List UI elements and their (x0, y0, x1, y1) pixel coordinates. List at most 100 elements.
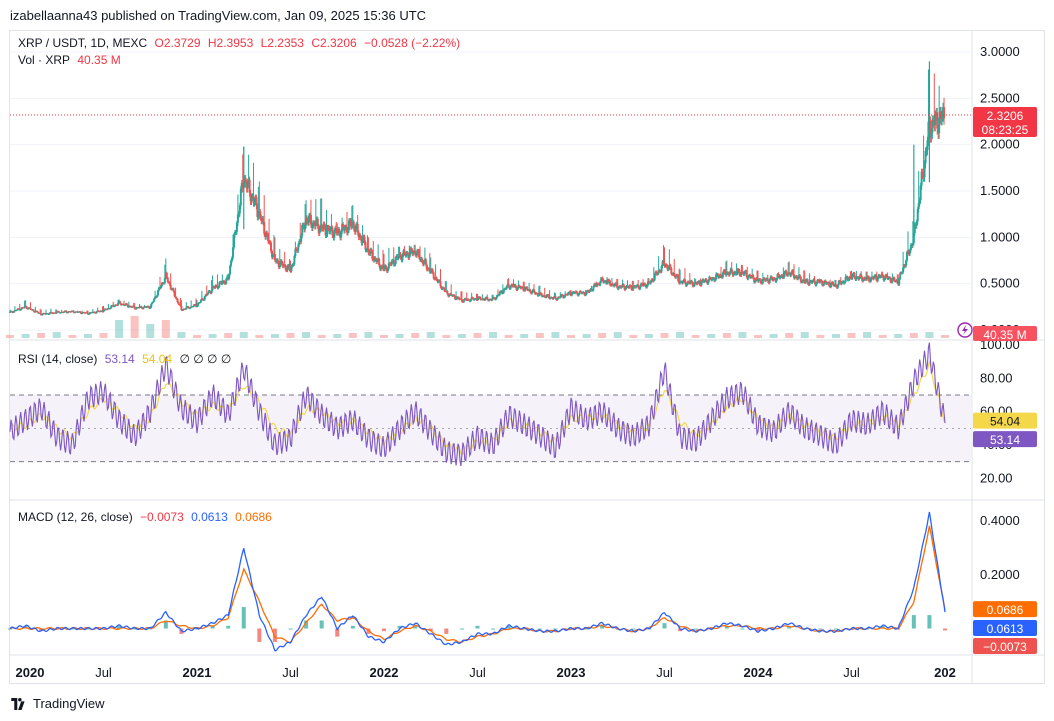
candle-body (575, 291, 578, 294)
candle-body (442, 287, 445, 289)
candle-body (150, 303, 153, 308)
candle-body (815, 282, 818, 286)
macd-histogram-bar (117, 625, 122, 629)
x-axis-tick-label: 2020 (16, 665, 45, 680)
candle-body (806, 279, 809, 284)
candle-body (454, 296, 457, 300)
volume-bar (894, 334, 903, 338)
macd-histogram-bar (397, 625, 402, 629)
macd-histogram-bar (335, 628, 340, 637)
candle-body (554, 296, 557, 299)
candle-body (138, 306, 141, 308)
candle-body (715, 274, 718, 280)
candle-body (705, 279, 708, 282)
candle-body (387, 263, 390, 269)
candle-body (847, 279, 850, 281)
volume-label[interactable]: Vol · XRP (18, 53, 71, 67)
candle-body (592, 286, 595, 291)
candle-body (270, 250, 273, 258)
candle-body (291, 264, 294, 266)
candle-body (735, 273, 738, 275)
candle-body (718, 276, 721, 278)
candle-body (813, 279, 816, 283)
rsi-label[interactable]: RSI (14, close) (18, 352, 98, 366)
macd-histogram-bar (693, 628, 698, 630)
candle-body (410, 248, 413, 250)
candle-body (908, 249, 911, 254)
volume-bar (83, 334, 92, 338)
candle-body (936, 112, 939, 129)
macd-histogram-bar (226, 625, 231, 629)
candle-body (493, 297, 496, 299)
volume-bar (691, 335, 700, 338)
candle-body (233, 234, 236, 248)
volume-bar (333, 334, 342, 338)
candle-body (655, 271, 658, 275)
candle-body (306, 217, 309, 222)
candle-body (187, 306, 190, 308)
candle-body (361, 240, 364, 243)
candle-body (913, 224, 916, 234)
chart-frame[interactable] (9, 30, 1045, 684)
candle-body (540, 293, 543, 297)
candle-body (874, 275, 877, 279)
candle-body (511, 284, 514, 287)
candle-body (364, 242, 367, 250)
candle-body (798, 275, 801, 278)
candle-body (917, 202, 920, 209)
candle-body (127, 306, 130, 308)
macd-label[interactable]: MACD (12, 26, close) (18, 510, 133, 524)
macd-histogram-bar (833, 628, 838, 630)
candle-body (532, 289, 535, 292)
candle-body (491, 299, 494, 301)
candle-body (218, 282, 221, 287)
candle-body (17, 308, 20, 310)
macd-histogram-bar (678, 628, 683, 632)
candle-body (221, 282, 224, 284)
candle-body (601, 277, 604, 279)
macd-histogram-bar (662, 623, 667, 629)
candle-body (110, 305, 113, 308)
candle-body (383, 269, 385, 271)
candle-body (168, 282, 171, 285)
candle-body (199, 299, 202, 303)
footer-brand[interactable]: TradingView (10, 696, 105, 711)
candle-body (155, 296, 158, 298)
candle-body (637, 284, 640, 288)
candle-body (541, 296, 544, 298)
candle-body (134, 308, 137, 310)
candle-body (639, 285, 642, 289)
x-axis-tick-label: Jul (656, 665, 673, 680)
candle-body (645, 285, 648, 288)
candle-body (591, 290, 594, 292)
macd-histogram-bar (413, 625, 418, 629)
candle-body (363, 236, 366, 243)
candle-body (169, 284, 172, 289)
tradingview-logo-icon (11, 697, 25, 710)
candle-body (930, 133, 933, 137)
candle-body (180, 306, 183, 311)
candle-body (79, 311, 82, 313)
candle-body (416, 250, 419, 256)
candle-body (517, 285, 520, 289)
candle-body (582, 291, 585, 293)
candle-body (297, 244, 300, 251)
candle-body (828, 282, 831, 286)
candle-body (455, 298, 458, 300)
candle-body (181, 310, 184, 312)
volume-bar (489, 332, 498, 338)
symbol-label[interactable]: XRP / USDT, 1D, MEXC (18, 36, 148, 50)
candle-body (822, 284, 825, 286)
candle-body (539, 292, 542, 294)
volume-bar (847, 333, 856, 338)
candle-body (467, 299, 470, 301)
candle-body (696, 281, 699, 284)
candle-body (149, 307, 152, 309)
candle-body (431, 269, 434, 273)
candle-body (365, 249, 368, 251)
candle-body (567, 292, 570, 295)
candle-body (556, 298, 559, 300)
candle-body (795, 276, 798, 279)
candle-body (173, 291, 176, 297)
